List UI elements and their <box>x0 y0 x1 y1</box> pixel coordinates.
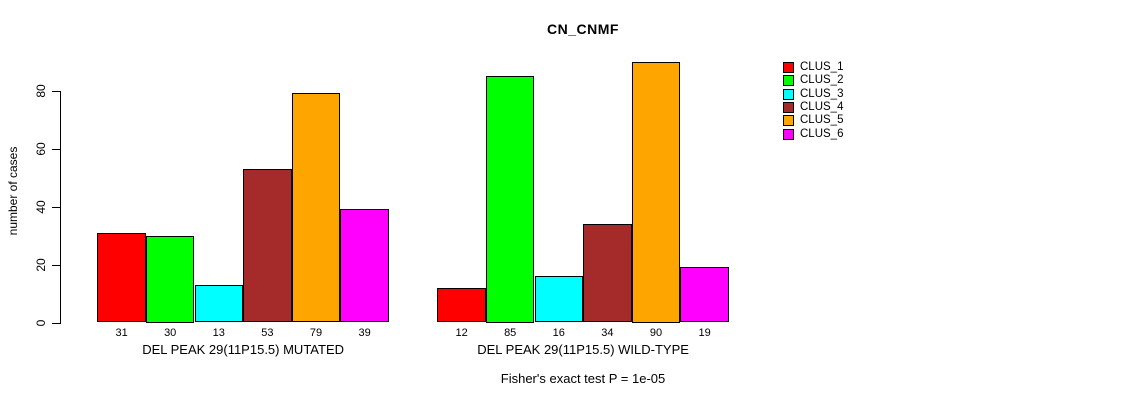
bar-clus_1-group2 <box>437 287 486 323</box>
y-axis-tick-label: 80 <box>34 83 48 98</box>
y-axis-tick-mark <box>52 206 60 208</box>
y-axis-tick-mark <box>52 148 60 150</box>
bar-clus_4-group1 <box>243 168 292 323</box>
bar-clus_6-group1 <box>340 209 389 323</box>
bar-value-label: 19 <box>698 327 711 339</box>
y-axis-tick-label: 20 <box>34 257 48 272</box>
bar-clus_1-group1 <box>97 232 146 323</box>
bar-value-label: 85 <box>504 327 517 339</box>
legend-item-clus_6: CLUS_6 <box>783 128 843 141</box>
y-axis-tick-label: 40 <box>34 199 48 214</box>
legend-item-clus_4: CLUS_4 <box>783 101 843 114</box>
legend-label: CLUS_5 <box>800 114 844 127</box>
legend-swatch-icon <box>783 62 794 73</box>
y-axis-tick-mark <box>52 322 60 324</box>
legend-swatch-icon <box>783 128 794 140</box>
bar-value-label: 79 <box>309 327 323 339</box>
legend-swatch-icon <box>783 88 794 100</box>
legend-swatch-icon <box>783 101 794 113</box>
legend-swatch-icon <box>783 75 794 87</box>
bar-clus_4-group2 <box>583 223 632 323</box>
chart-title: CN_CNMF <box>547 21 619 37</box>
bar-value-label: 31 <box>115 327 128 339</box>
legend-item-clus_3: CLUS_3 <box>783 88 843 101</box>
bar-clus_3-group2 <box>534 276 584 323</box>
legend-label: CLUS_1 <box>800 61 844 73</box>
fisher-test-annotation: Fisher's exact test P = 1e-05 <box>500 371 666 386</box>
legend-swatch-icon <box>783 115 794 127</box>
bar-clus_2-group2 <box>485 76 535 323</box>
x-axis-group-label: DEL PEAK 29(11P15.5) MUTATED <box>142 342 344 357</box>
y-axis-tick-label: 60 <box>34 141 48 156</box>
bar-value-label: 34 <box>601 327 614 339</box>
y-axis-tick-mark <box>52 264 60 266</box>
y-axis-tick-label: 0 <box>34 319 48 326</box>
y-axis-label: number of cases <box>6 146 20 236</box>
bar-clus_5-group2 <box>631 61 681 323</box>
bar-value-label: 13 <box>212 327 225 339</box>
bar-value-label: 16 <box>552 327 565 339</box>
y-axis-line <box>60 90 61 324</box>
legend-item-clus_2: CLUS_2 <box>783 74 843 87</box>
legend-label: CLUS_6 <box>800 127 844 140</box>
legend-item-clus_5: CLUS_5 <box>783 114 843 127</box>
bar-clus_3-group1 <box>194 284 244 323</box>
legend-label: CLUS_2 <box>800 74 844 87</box>
y-axis-tick-mark <box>52 90 60 92</box>
bar-value-label: 39 <box>358 327 371 339</box>
bar-value-label: 12 <box>455 327 468 339</box>
bar-clus_6-group2 <box>680 267 729 323</box>
bar-clus_5-group1 <box>291 93 341 323</box>
legend-label: CLUS_4 <box>800 100 844 113</box>
legend-label: CLUS_3 <box>800 87 844 100</box>
bar-clus_2-group1 <box>145 235 195 323</box>
bar-value-label: 90 <box>649 327 663 339</box>
legend-item-clus_1: CLUS_1 <box>783 61 843 74</box>
bar-value-label: 30 <box>164 327 177 339</box>
x-axis-group-label: DEL PEAK 29(11P15.5) WILD-TYPE <box>477 342 689 357</box>
bar-value-label: 53 <box>261 327 274 339</box>
